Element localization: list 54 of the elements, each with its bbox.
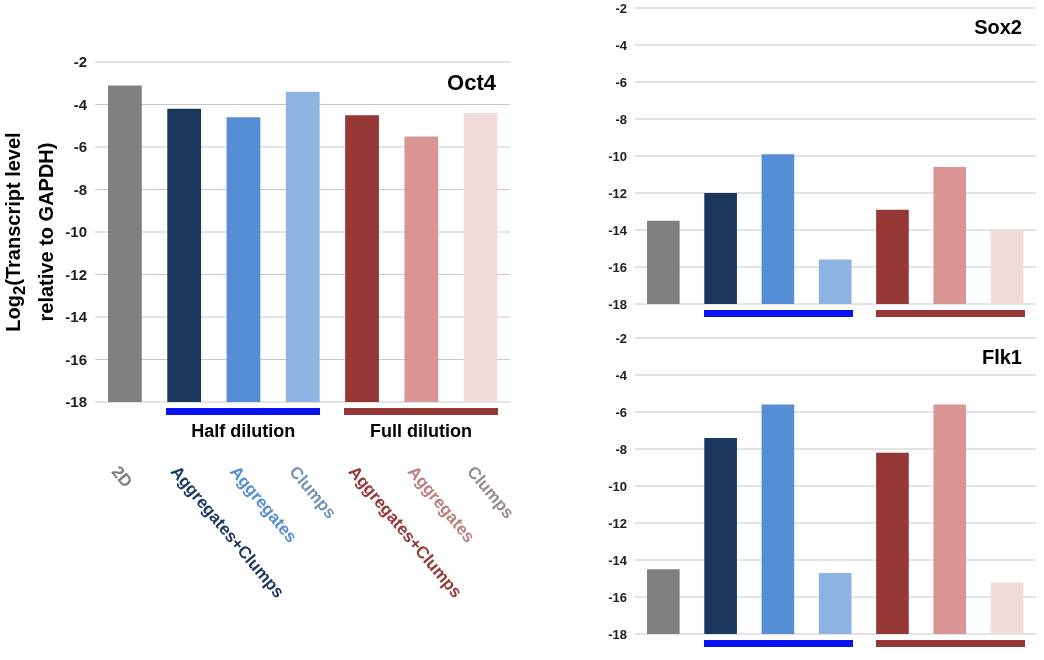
y-tick-label: -10	[608, 148, 627, 164]
y-tick-label: -2	[615, 330, 627, 346]
y-tick-label: -4	[73, 95, 88, 113]
bar	[167, 108, 202, 402]
y-tick-label: -16	[608, 589, 627, 605]
chart-title: Oct4	[439, 70, 504, 96]
bar	[876, 209, 909, 304]
bar	[818, 259, 852, 304]
y-tick-label: -10	[65, 223, 87, 241]
x-tick-label: 2D	[107, 462, 137, 492]
y-tick-label: -6	[615, 404, 627, 420]
bar	[876, 452, 909, 634]
y-tick-label: -2	[615, 0, 627, 16]
y-tick-label: -2	[73, 53, 87, 71]
text: Full dilution	[369, 420, 474, 442]
bar	[933, 404, 967, 634]
bar	[108, 85, 142, 402]
bar	[761, 404, 795, 634]
bar	[990, 230, 1024, 304]
bar	[933, 167, 967, 304]
y-tick-label: -16	[608, 259, 627, 275]
y-tick-label: -8	[615, 111, 627, 127]
bar	[704, 437, 737, 634]
bar	[990, 582, 1024, 634]
bar	[818, 572, 852, 634]
y-tick-label: -14	[65, 308, 88, 326]
y-tick-label: -12	[65, 265, 87, 283]
bar	[704, 193, 737, 304]
chart-title: Sox2	[966, 16, 1030, 39]
bar	[404, 136, 439, 402]
bar	[285, 91, 320, 402]
y-tick-label: -8	[615, 441, 627, 457]
y-tick-label: -10	[608, 478, 627, 494]
bar	[761, 154, 795, 304]
y-tick-label: -18	[608, 296, 627, 312]
y-tick-label: -14	[608, 222, 628, 238]
y-tick-label: -6	[615, 74, 627, 90]
chart-title: Flk1	[973, 346, 1030, 369]
y-tick-label: -14	[608, 552, 628, 568]
bar	[647, 569, 680, 634]
bar	[463, 113, 498, 402]
y-tick-label: -18	[65, 393, 87, 411]
y-tick-label: -6	[73, 138, 87, 156]
bar	[345, 115, 379, 402]
y-tick-label: -12	[608, 185, 627, 201]
text: Half dilution	[190, 420, 297, 442]
y-tick-label: -12	[608, 515, 627, 531]
y-tick-label: -16	[65, 350, 87, 368]
y-tick-label: -4	[615, 37, 628, 53]
y-tick-label: -4	[615, 367, 628, 383]
y-tick-label: -8	[73, 180, 87, 198]
bar	[226, 117, 261, 402]
bar	[647, 220, 680, 304]
y-tick-label: -18	[608, 626, 627, 642]
